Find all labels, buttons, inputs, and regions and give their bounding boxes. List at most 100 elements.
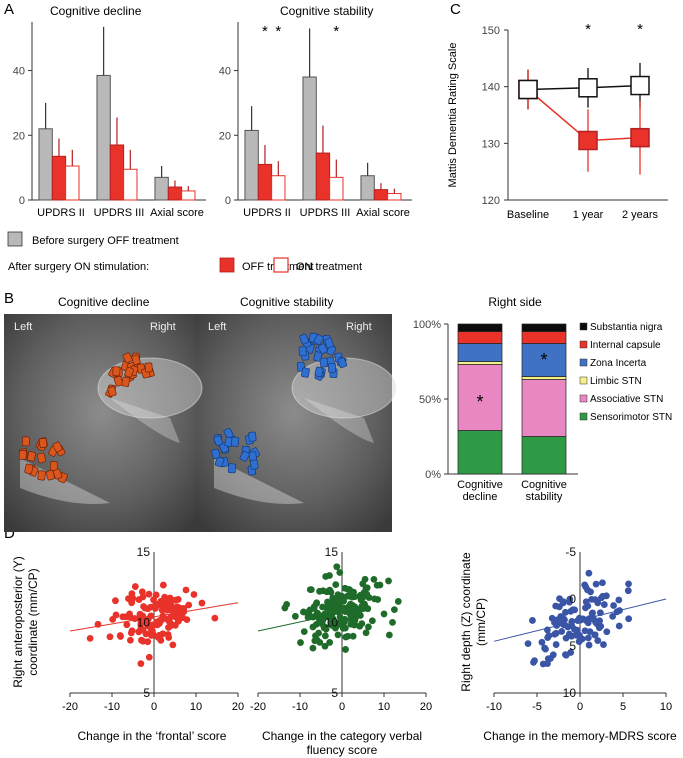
scatter-point — [145, 653, 153, 661]
panel-label-b: B — [4, 290, 14, 307]
legend-swatch — [579, 340, 588, 349]
bar-chart-cognitive-decline: Cognitive decline 0 20 40 UPDRS II UPDRS III A… — [13, 4, 206, 219]
scatter-point — [151, 603, 159, 611]
scatter-point — [185, 601, 193, 609]
scatter-point — [116, 632, 124, 639]
significance-star: * — [275, 23, 281, 40]
x-tick-label: 2 years — [622, 209, 659, 221]
scatter-point — [159, 581, 167, 589]
imaging-panel: Cognitive decline Cognitive stability Le… — [4, 295, 397, 532]
scatter-point — [609, 612, 617, 620]
legend-label-before: Before surgery OFF treatment — [32, 235, 179, 247]
scatter-frontal: 5 10 15 -20 -10 0 10 20 Change in the ‘frontal’ … — [11, 545, 244, 743]
scatter-point — [128, 590, 136, 598]
electrode-contact — [213, 435, 224, 447]
y-axis-label: Right depth (Z) coordinate — [459, 552, 473, 692]
scatter-point — [587, 588, 594, 596]
scatter-point — [362, 629, 370, 637]
x-tick-label: 0 — [577, 701, 583, 713]
scatter-point — [585, 641, 593, 649]
scatter-point — [112, 597, 119, 605]
scatter-point — [529, 617, 536, 624]
scatter-point — [306, 586, 314, 594]
scatter-point — [326, 608, 334, 616]
chart-title: Cognitive stability — [280, 4, 373, 18]
y-axis-label: Mattis Dementia Rating Scale — [447, 43, 459, 188]
scatter-point — [183, 616, 191, 624]
legend-swatch-gray — [7, 231, 23, 247]
scatter-point — [610, 602, 617, 609]
scatter-point — [582, 598, 590, 606]
bar — [360, 175, 375, 201]
scatter-point — [334, 591, 342, 598]
scatter-point — [138, 636, 145, 644]
category-label: Cognitive — [457, 479, 503, 491]
electrode-contact — [121, 376, 131, 387]
x-tick-label: -20 — [62, 701, 78, 713]
imaging-right-label-2: Right — [346, 321, 372, 333]
electrode-contact — [227, 463, 237, 474]
trend-line — [69, 602, 239, 632]
scatter-point — [582, 604, 589, 612]
scatter-point — [152, 591, 160, 599]
y-axis-label: (mm/CP) — [474, 598, 488, 646]
scatter-point — [559, 599, 567, 607]
x-tick-label: Baseline — [507, 209, 549, 221]
scatter-point — [363, 590, 371, 598]
scatter-point — [138, 588, 146, 596]
scatter-point — [339, 624, 347, 632]
electrode-contact — [52, 441, 63, 453]
scatter-point — [341, 584, 349, 592]
category-label: Cognitive — [521, 479, 567, 491]
electrode-contact — [131, 354, 141, 366]
scatter-point — [321, 632, 329, 640]
category-label: stability — [526, 491, 563, 503]
legend-a: Before surgery OFF treatment After surge… — [7, 231, 362, 273]
electrode-contact — [337, 357, 348, 369]
scatter-point — [127, 629, 135, 637]
legend-label-after-prefix: After surgery ON stimulation: — [8, 261, 149, 273]
legend-swatch — [579, 394, 588, 403]
electrode-contact — [328, 362, 336, 373]
scatter-point — [324, 598, 331, 606]
scatter-point — [126, 610, 133, 618]
scatter-point — [112, 611, 120, 619]
scatter-point — [524, 640, 532, 647]
bar — [51, 155, 67, 201]
bar — [257, 163, 273, 201]
electrode-contact — [24, 463, 34, 475]
y-tick-label: 5 — [331, 686, 338, 700]
x-tick-label: 20 — [420, 701, 432, 713]
scatter-point — [165, 617, 173, 625]
category-label: Axial score — [150, 207, 204, 219]
scatter-point — [119, 613, 127, 621]
electrode-contact — [324, 337, 334, 349]
bar — [329, 176, 344, 201]
legend-label: Associative STN — [590, 394, 663, 405]
electrode-contact — [144, 362, 153, 373]
stack-segment — [457, 430, 503, 475]
bar — [96, 74, 111, 201]
stack-segment — [457, 364, 503, 431]
y-tick-label: 140 — [482, 82, 500, 94]
y-tick-label: 20 — [219, 130, 231, 142]
scatter-point — [322, 573, 330, 580]
bar — [373, 189, 389, 201]
scatter-point — [584, 634, 592, 642]
electrode-contact — [214, 456, 225, 468]
y-tick-label: 10 — [563, 686, 577, 700]
imaging-title-stability: Cognitive stability — [240, 295, 333, 309]
stack-segment — [521, 376, 567, 380]
x-tick-label: -10 — [104, 701, 120, 713]
category-label: UPDRS III — [94, 207, 145, 219]
x-tick-label: 10 — [660, 701, 672, 713]
scatter-point — [356, 612, 364, 619]
stacked-bar-right-side: Right side0%50%100%CognitivedeclineCogni… — [413, 295, 672, 503]
scatter-point — [390, 606, 398, 614]
x-tick-label: -20 — [250, 701, 266, 713]
scatter-point — [155, 634, 163, 642]
scatter-point — [592, 580, 600, 588]
scatter-point — [625, 615, 633, 623]
scatter-point — [581, 581, 589, 589]
scatter-point — [342, 633, 350, 641]
